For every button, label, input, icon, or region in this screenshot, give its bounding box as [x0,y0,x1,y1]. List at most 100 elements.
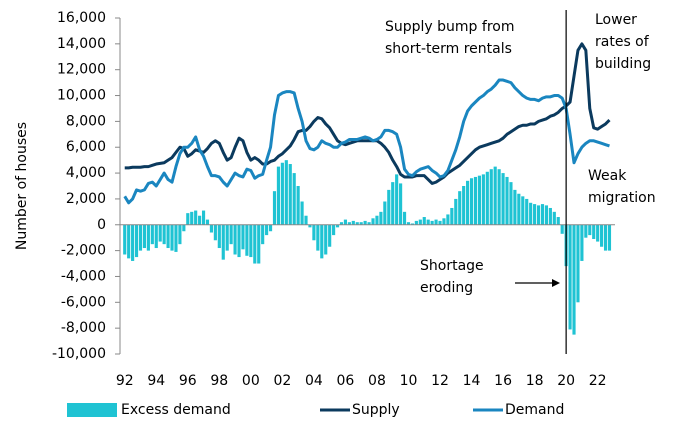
bar [418,219,422,225]
bar [257,224,261,264]
bar [332,224,336,236]
bar [261,224,265,245]
bar [399,183,403,225]
bar [131,224,135,261]
bar [312,224,316,241]
bar [359,222,363,225]
bar [237,224,241,258]
x-tick-label: 98 [210,373,228,389]
bar [138,224,143,251]
y-axis-title: Number of houses [14,122,30,250]
bar [434,219,438,225]
bar [367,222,371,225]
bar [225,224,229,251]
bar [548,207,552,225]
bar [383,201,387,225]
x-tick-label: 08 [368,373,386,389]
y-tick-label: -2,000 [61,243,106,259]
x-tick-label: 00 [242,373,260,389]
y-tick-label: 8,000 [66,113,106,129]
bar [580,224,584,261]
bar [576,224,580,303]
bar [347,222,351,225]
bar [414,220,418,225]
y-tick-label: 14,000 [57,36,106,52]
bar [544,205,549,225]
bar [182,224,186,232]
bar [249,224,253,258]
bar [525,198,529,225]
bar [355,222,359,225]
bar [521,196,525,225]
bar [233,224,237,255]
annotation: Weak [588,168,627,184]
x-tick-label: 92 [116,373,134,389]
bar [158,224,162,242]
legend-label: Excess demand [121,402,231,418]
bar [146,224,150,251]
bar [458,191,462,225]
line-1 [124,42,611,185]
bar [343,219,348,225]
bar [174,224,178,252]
bar [276,166,281,225]
bar [198,215,202,225]
bar [556,217,560,225]
bar [186,213,190,225]
bar [375,215,379,225]
x-tick-label: 16 [494,373,512,389]
bar [533,204,537,225]
annotation: rates of [595,34,650,50]
line-2 [123,78,610,205]
bar [485,171,489,225]
bar [391,182,395,225]
bar [292,173,296,225]
bar [596,224,600,242]
bar [229,224,233,245]
bar [572,224,576,335]
x-tick-label: 02 [273,373,291,389]
bar [127,224,131,259]
x-tick-label: 96 [179,373,197,389]
y-tick-label: -6,000 [61,294,106,310]
bar [462,186,466,225]
bar [493,166,497,225]
bar [406,222,411,225]
bar [584,224,588,238]
bar [209,224,214,233]
bar [351,220,355,225]
bar [379,211,383,225]
y-tick-label: 12,000 [57,62,106,78]
annotation: building [595,56,651,72]
bar [438,220,442,225]
bar [402,211,407,225]
bar [560,224,564,234]
bar [170,224,174,251]
bar [568,224,572,330]
bar [446,214,450,225]
y-tick-label: 2,000 [66,191,106,207]
bar [505,176,509,225]
bar [205,219,210,225]
y-tick-label: -4,000 [61,268,106,284]
bar [245,224,249,256]
bar [284,160,288,225]
arrow-head [552,279,560,287]
bar [529,202,533,225]
bar [335,224,340,228]
bar [477,175,482,225]
bar [422,217,426,225]
bar [300,201,304,225]
bar [481,174,485,225]
bar [603,224,608,251]
legend-swatch [67,403,117,417]
bar [241,224,245,250]
bar [469,178,474,225]
bar [339,222,344,225]
bar [371,218,375,225]
x-tick-label: 10 [400,373,418,389]
x-tick-label: 18 [526,373,544,389]
annotation: Lower [595,12,637,28]
annotation: short-term rentals [385,41,512,57]
